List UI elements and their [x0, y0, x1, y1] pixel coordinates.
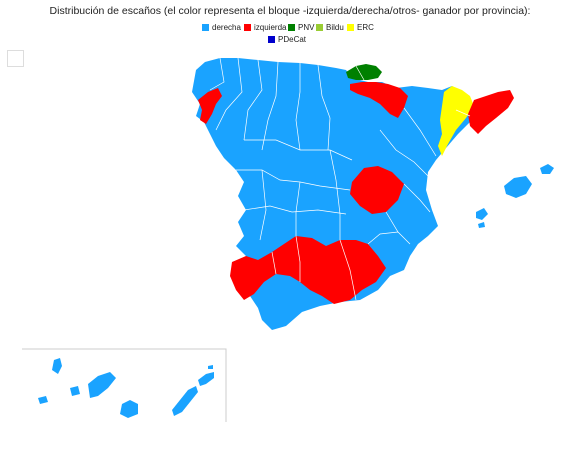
zoom-control[interactable] — [7, 50, 24, 67]
island-fuerteventura[interactable] — [172, 386, 198, 416]
legend-item-derecha: derecha — [202, 23, 241, 32]
legend-label: izquierda — [254, 23, 287, 32]
legend-swatch — [288, 24, 295, 31]
legend-swatch — [268, 36, 275, 43]
island-lobos[interactable] — [208, 365, 213, 369]
legend-swatch — [202, 24, 209, 31]
island-formentera[interactable] — [478, 222, 485, 228]
legend-label: Bildu — [326, 23, 344, 32]
legend-label: ERC — [357, 23, 374, 32]
island-menorca[interactable] — [540, 164, 554, 174]
region-madrid[interactable] — [350, 166, 404, 214]
legend-item-pnv: PNV — [288, 23, 314, 32]
island-la-gomera[interactable] — [70, 386, 80, 396]
region-galicia-west[interactable] — [198, 88, 222, 124]
island-ibiza[interactable] — [476, 208, 488, 220]
region-barcelona[interactable] — [468, 90, 514, 134]
island-el-hierro[interactable] — [38, 396, 48, 404]
island-lanzarote[interactable] — [198, 372, 214, 386]
legend-label: PDeCat — [278, 35, 307, 44]
island-mallorca[interactable] — [504, 176, 532, 198]
island-la-palma[interactable] — [52, 358, 62, 374]
map-title: Distribución de escaños (el color repres… — [49, 5, 531, 17]
legend-item-bildu: Bildu — [316, 23, 344, 32]
region-catalonia-erc[interactable] — [438, 86, 474, 156]
legend-swatch — [316, 24, 323, 31]
legend-label: PNV — [298, 23, 315, 32]
region-navarra-alava[interactable] — [350, 82, 408, 118]
island-tenerife[interactable] — [88, 372, 116, 398]
region-pnv[interactable] — [346, 64, 382, 80]
region-andalucia[interactable] — [230, 236, 386, 304]
legend-item-izquierda: izquierda — [244, 23, 286, 32]
island-gran-canaria[interactable] — [120, 400, 138, 418]
legend-item-pdecat: PDeCat — [268, 35, 306, 44]
canary-inset-frame — [22, 348, 227, 422]
legend-label: derecha — [212, 23, 241, 32]
legend-swatch — [244, 24, 251, 31]
legend-item-erc: ERC — [347, 23, 374, 32]
legend-swatch — [347, 24, 354, 31]
